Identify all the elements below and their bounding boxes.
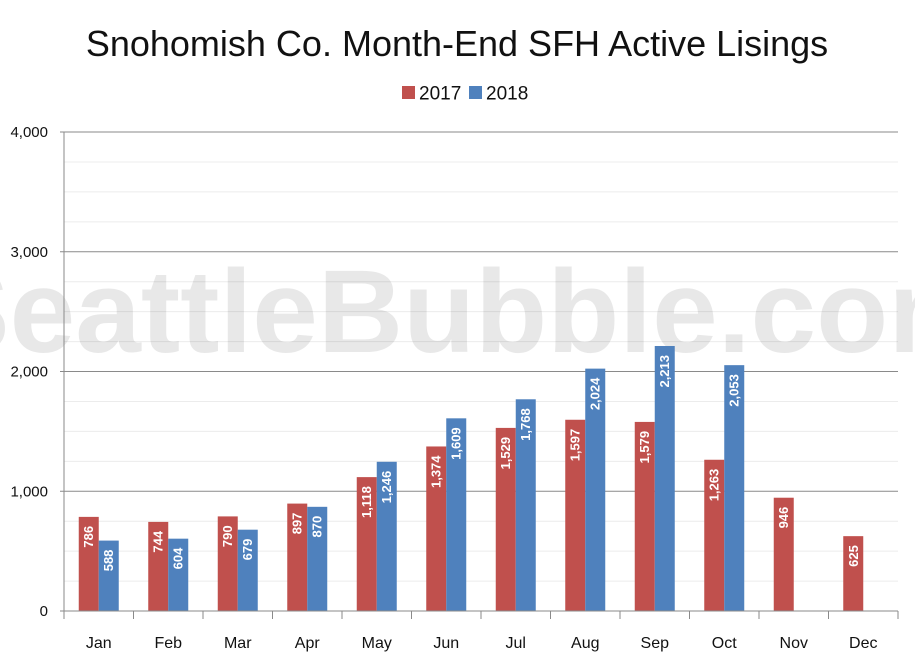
bar-2018-jun — [446, 418, 467, 611]
x-tick-label: Oct — [712, 635, 737, 652]
x-tick-label: Sep — [641, 635, 670, 652]
x-tick-label: Jun — [433, 635, 459, 652]
data-label: 870 — [310, 516, 325, 538]
data-label: 1,579 — [637, 431, 652, 464]
y-axis: 0 1,000 2,000 3,000 4,000 — [10, 124, 65, 620]
data-label: 744 — [151, 530, 166, 552]
data-label: 1,609 — [449, 427, 464, 460]
x-tick-label: Dec — [849, 635, 877, 652]
data-label: 2,213 — [657, 355, 672, 388]
bar-2017-aug — [565, 419, 586, 611]
y-tick-label: 1,000 — [10, 483, 48, 500]
bar-2017-mar — [217, 516, 238, 611]
bar-series: 786 588 744 604 790 679 897 870 1,118 1,246 1,374 1… — [78, 345, 864, 611]
bar-2017-dec — [843, 536, 864, 611]
data-label: 1,263 — [707, 469, 722, 502]
data-label: 625 — [846, 545, 861, 567]
x-axis: Jan Feb Mar Apr May Jun Jul Aug Sep Oct Nov Dec — [60, 610, 899, 652]
y-tick-label: 4,000 — [10, 124, 48, 141]
bar-2018-apr — [307, 506, 328, 611]
bar-2017-jun — [426, 446, 447, 611]
bar-2017-jul — [495, 427, 516, 611]
gridlines — [60, 131, 898, 582]
bar-2018-sep — [654, 345, 675, 611]
bar-2018-oct — [724, 365, 745, 611]
x-tick-label: Jul — [506, 635, 526, 652]
bar-2017-sep — [634, 421, 655, 611]
legend-label-2018: 2018 — [486, 84, 528, 105]
y-tick-label: 0 — [40, 603, 48, 620]
data-label: 897 — [290, 513, 305, 535]
x-tick-label: Feb — [154, 635, 182, 652]
bar-2017-may — [356, 477, 377, 611]
x-tick-label: Nov — [780, 635, 808, 652]
bar-2018-jan — [98, 540, 119, 611]
data-label: 1,597 — [568, 429, 583, 462]
data-label: 786 — [81, 526, 96, 548]
legend-label-2017: 2017 — [419, 84, 461, 105]
data-label: 946 — [776, 507, 791, 529]
data-label: 790 — [220, 525, 235, 547]
x-tick-label: Mar — [224, 635, 252, 652]
data-label: 2,053 — [727, 374, 742, 407]
data-label: 1,246 — [379, 471, 394, 504]
data-label: 1,374 — [429, 455, 444, 488]
y-tick-label: 3,000 — [10, 244, 48, 261]
data-label: 1,768 — [518, 408, 533, 441]
legend: 2017 2018 — [402, 84, 528, 105]
data-label: 1,529 — [498, 437, 513, 470]
chart-title: Snohomish Co. Month-End SFH Active Lisin… — [86, 23, 828, 64]
watermark-text: SeattleBubble.com — [0, 246, 915, 378]
bar-2017-jan — [78, 516, 99, 611]
x-tick-label: Aug — [571, 635, 599, 652]
legend-swatch-2017 — [402, 86, 415, 99]
data-label: 2,024 — [588, 377, 603, 410]
data-label: 1,118 — [359, 486, 374, 518]
x-tick-label: Jan — [86, 635, 112, 652]
bar-2017-oct — [704, 459, 725, 611]
bar-2018-mar — [237, 529, 258, 611]
bar-2018-feb — [168, 538, 189, 611]
x-tick-label: Apr — [295, 635, 321, 652]
bar-2018-may — [376, 461, 397, 611]
bar-2017-nov — [773, 497, 794, 611]
x-tick-label: May — [362, 635, 392, 652]
data-label: 604 — [171, 547, 186, 569]
y-tick-label: 2,000 — [10, 364, 48, 381]
legend-swatch-2018 — [469, 86, 482, 99]
data-label: 679 — [240, 539, 255, 561]
data-label: 588 — [101, 550, 116, 572]
bar-2018-aug — [585, 368, 606, 611]
bar-2017-apr — [287, 503, 308, 611]
bar-2017-feb — [148, 521, 169, 611]
bar-2018-jul — [515, 399, 536, 611]
